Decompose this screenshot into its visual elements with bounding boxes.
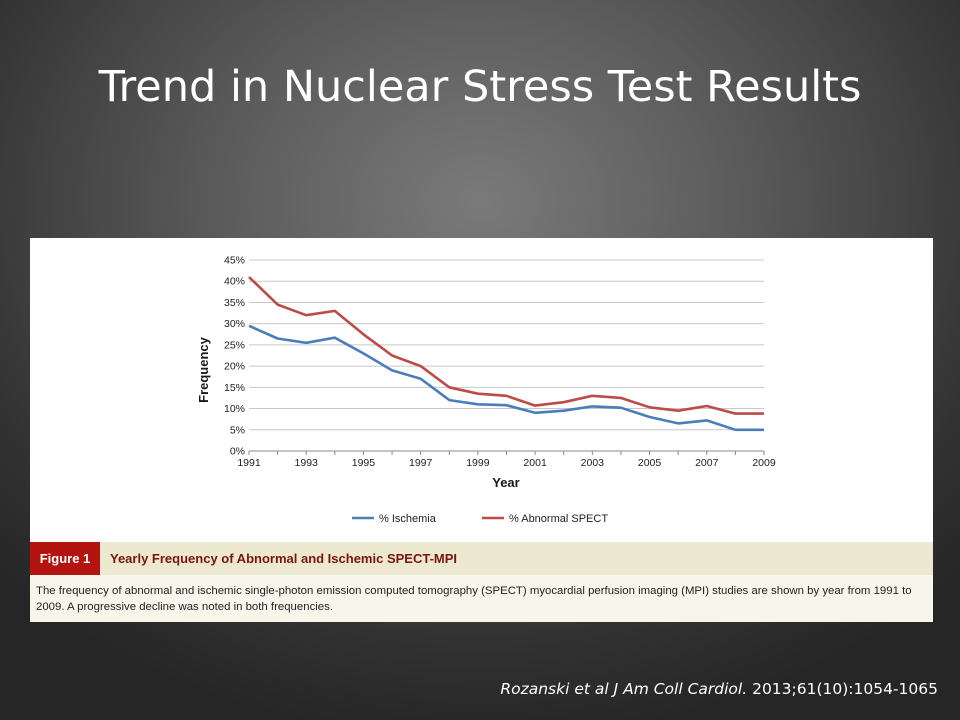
- y-tick-label: 5%: [230, 424, 245, 436]
- citation-details: 2013;61(10):1054-1065: [752, 680, 938, 698]
- gridlines: [249, 259, 764, 431]
- y-tick-label: 10%: [224, 403, 245, 415]
- figure-header: Figure 1 Yearly Frequency of Abnormal an…: [30, 542, 933, 575]
- line-chart: 0%5%10%15%20%25%30%35%40%45% 1991 1993 199…: [196, 255, 776, 526]
- y-tick-labels: 0% 5% 10% 15% 20% 25% 30% 35% 40% 45%: [224, 255, 245, 458]
- y-tick-label: 40%: [224, 276, 245, 288]
- x-axis-label: Year: [492, 475, 519, 490]
- x-tick-label: 1995: [352, 457, 376, 469]
- legend-label: % Abnormal SPECT: [509, 513, 608, 525]
- figure-panel: 0% 5% 10% 15% 20% 25% 30% 35% 40% 45% 1991 1993 199…: [30, 238, 933, 622]
- x-tick-label: 2009: [752, 457, 776, 469]
- figure-title: Yearly Frequency of Abnormal and Ischemi…: [110, 551, 458, 566]
- x-tick-labels: 1991 1993 1995 1997 1999 2001 2003 2005 2007 2009: [237, 457, 776, 469]
- x-tick-label: 2005: [638, 457, 662, 469]
- y-tick-label: 45%: [224, 255, 245, 267]
- y-tick-label: 20%: [224, 361, 245, 373]
- x-tick-label: 2001: [523, 457, 547, 469]
- y-tick-label: 30%: [224, 318, 245, 330]
- x-tick-label: 1991: [237, 457, 261, 469]
- legend: % Ischemia % Abnormal SPECT: [352, 513, 608, 525]
- series-line-abnormal-spect: [248, 276, 764, 415]
- y-tick-label: 15%: [224, 382, 245, 394]
- x-tick-label: 1997: [409, 457, 433, 469]
- slide-title: Trend in Nuclear Stress Test Results: [98, 62, 862, 112]
- figure-caption-text: The frequency of abnormal and ischemic s…: [36, 585, 912, 613]
- figure-label: Figure 1: [30, 542, 100, 575]
- x-tick-label: 1999: [466, 457, 490, 469]
- x-tick-label: 1993: [295, 457, 319, 469]
- y-tick-label: 25%: [224, 339, 245, 351]
- series-lines: [248, 276, 765, 432]
- legend-label: % Ischemia: [379, 513, 437, 525]
- x-tick-marks: [248, 451, 765, 455]
- citation-authors: Rozanski et al J Am Coll Cardiol.: [500, 680, 748, 698]
- series-line-ischemia: [248, 324, 764, 432]
- y-tick-label: 0%: [230, 446, 245, 458]
- y-axis-label: Frequency: [196, 336, 211, 403]
- y-tick-label: 35%: [224, 297, 245, 309]
- x-tick-label: 2003: [581, 457, 605, 469]
- x-tick-label: 2007: [695, 457, 719, 469]
- citation: Rozanski et al J Am Coll Cardiol. 2013;6…: [500, 680, 938, 698]
- figure-caption: The frequency of abnormal and ischemic s…: [30, 575, 933, 622]
